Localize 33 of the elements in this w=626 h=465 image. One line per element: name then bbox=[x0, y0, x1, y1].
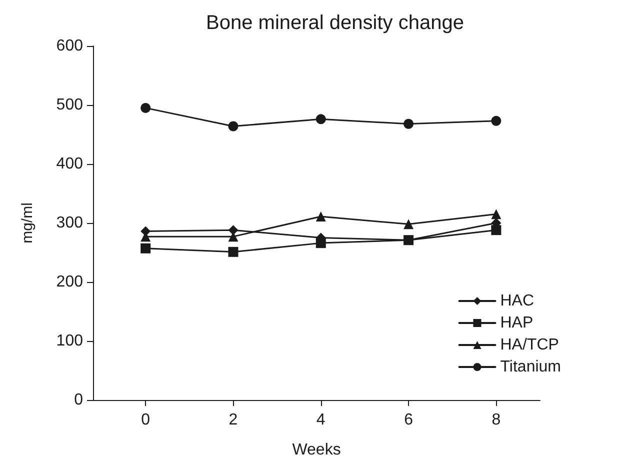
x-axis-title: Weeks bbox=[292, 442, 341, 458]
point bbox=[404, 118, 414, 129]
point bbox=[228, 246, 238, 257]
legend-label: HAC bbox=[500, 292, 534, 310]
point bbox=[316, 212, 326, 222]
point bbox=[316, 238, 326, 248]
y-tick-label: 400 bbox=[56, 156, 84, 172]
point bbox=[140, 243, 151, 254]
y-axis-title: mg/ml bbox=[19, 202, 36, 244]
x-tick-label: 6 bbox=[404, 412, 414, 428]
y-tick-label: 0 bbox=[74, 392, 84, 408]
x-tick-label: 2 bbox=[228, 412, 238, 428]
y-tick-label: 600 bbox=[56, 38, 84, 54]
point bbox=[316, 114, 326, 124]
y-tick-label: 300 bbox=[56, 214, 84, 232]
x-tick-label: 0 bbox=[141, 412, 150, 428]
legend-label: HAP bbox=[500, 314, 534, 332]
y-tick-label: 200 bbox=[56, 274, 84, 290]
point bbox=[404, 219, 414, 230]
x-tick-label: 4 bbox=[316, 412, 326, 428]
y-tick-label: 500 bbox=[56, 96, 84, 114]
point bbox=[404, 235, 414, 246]
chart-title: Bone mineral density change bbox=[206, 12, 464, 34]
legend-label: Titanium bbox=[500, 358, 562, 376]
point bbox=[228, 121, 238, 132]
point bbox=[491, 116, 502, 126]
x-tick-label: 8 bbox=[492, 412, 501, 428]
point bbox=[228, 225, 238, 236]
y-tick-label: 100 bbox=[56, 332, 84, 350]
legend-label: HA/TCP bbox=[500, 336, 559, 354]
point bbox=[140, 102, 151, 113]
point bbox=[491, 209, 502, 220]
point bbox=[491, 225, 502, 236]
